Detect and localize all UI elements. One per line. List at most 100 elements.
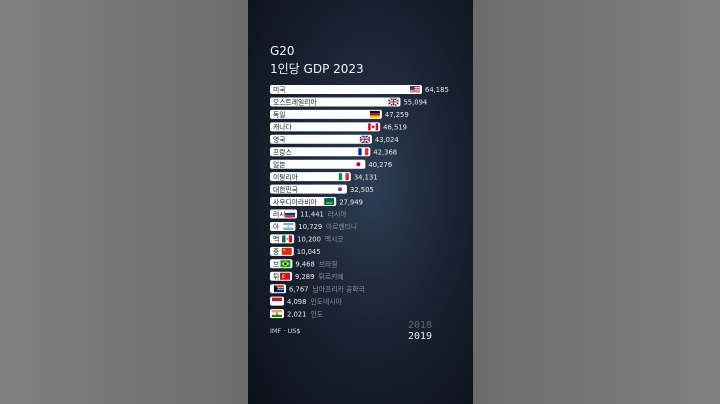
bar-label: 튀 (273, 273, 279, 281)
bar-label: 오스트레일리아 (273, 98, 318, 107)
value-label: 2,021 (287, 310, 306, 318)
bar (270, 172, 351, 182)
value-label: 4,098 (287, 298, 306, 306)
value-label: 32,505 (350, 186, 374, 194)
bar (270, 197, 337, 207)
value-label: 27,949 (339, 198, 363, 206)
value-label: 42,368 (373, 148, 397, 156)
bar-row: 미국 64,185 (270, 85, 449, 94)
flag-br-icon (280, 260, 291, 268)
country-label: 인도네시아 (311, 297, 343, 306)
flag-tr-icon (279, 272, 290, 280)
flag-gb-icon (359, 135, 371, 144)
chart-title: G20 (270, 44, 295, 58)
bar-row: 브 9,468 브라질 (270, 259, 338, 269)
bar-row: 중 10,045 (270, 246, 321, 256)
previous-year-label: 2018 (408, 320, 433, 331)
bar-row: 4,098 인도네시아 (270, 296, 343, 306)
bar-row: 독일 47,259 (270, 109, 409, 119)
value-label: 11,441 (300, 211, 324, 219)
value-label: 10,200 (297, 236, 321, 244)
bar (270, 134, 372, 144)
bar-row: 사우디아라비아 27,949 (270, 197, 363, 206)
bar-label: 멕 (273, 235, 279, 244)
value-label: 55,094 (403, 99, 427, 107)
value-label: 9,289 (295, 273, 314, 281)
bar-row: 대한민국 32,505 (270, 184, 374, 194)
flag-us-icon (410, 86, 420, 93)
bar-label: 이탈리아 (273, 172, 299, 181)
flag-jp-icon (353, 160, 364, 168)
flag-au-icon (388, 97, 399, 106)
flag-kr-icon (334, 185, 345, 193)
bar-row: 이탈리아 34,131 (270, 172, 378, 181)
bar-row: 멕 10,200 멕시코 (270, 234, 344, 244)
data-source: IMF · US$ (270, 327, 301, 335)
bar-label: 브 (273, 261, 279, 269)
bar-label: 사우디아라비아 (273, 197, 318, 206)
bar-label: 러시 (273, 210, 286, 219)
flag-fr-icon (358, 148, 369, 156)
flag-sa-icon (324, 198, 335, 206)
value-label: 46,519 (383, 124, 407, 132)
flag-cn-icon (281, 247, 292, 255)
flag-id-icon (272, 297, 282, 305)
country-label: 남아프리카 공화국 (313, 284, 365, 293)
country-label: 브라질 (319, 260, 338, 269)
value-label: 64,185 (425, 86, 449, 94)
bar-row: 영국 43,024 (270, 134, 399, 144)
flag-ar-icon (283, 222, 294, 230)
country-label: 인도 (311, 309, 324, 318)
country-label: 튀르키예 (318, 272, 343, 281)
bar-row: 아 10,729 아르헨티나 (270, 221, 358, 231)
value-label: 10,045 (297, 248, 321, 256)
flag-mx-icon (282, 235, 293, 243)
bar (270, 85, 422, 94)
bar (270, 97, 401, 107)
chart-subtitle: 1인당 GDP 2023 (270, 62, 364, 76)
bar-label: 미국 (273, 85, 286, 94)
value-label: 6,767 (289, 285, 308, 293)
flag-ru-icon (285, 210, 296, 218)
value-label: 34,131 (354, 173, 378, 181)
bar-label: 독일 (273, 110, 286, 119)
value-label: 47,259 (385, 111, 409, 119)
video-frame: G20 1인당 GDP 2023 미국 64,185 오스트레일리아 55,094 독일… (248, 0, 473, 404)
value-label: 9,468 (295, 261, 314, 269)
flag-de-icon (369, 110, 380, 118)
bar (270, 109, 382, 119)
current-year-label: 2019 (408, 331, 433, 342)
bar-row: 캐나다 46,519 (270, 122, 407, 132)
right-backdrop (473, 0, 720, 404)
flag-za-icon (274, 285, 285, 293)
left-backdrop (0, 0, 248, 404)
bar-row: 프랑스 42,368 (270, 147, 397, 156)
value-label: 40,276 (368, 161, 392, 169)
flag-ca-icon (368, 123, 379, 131)
value-label: 43,024 (375, 136, 399, 144)
bar (270, 122, 381, 132)
bar-row: 2,021 인도 (270, 309, 323, 318)
bar-chart: 미국 64,185 오스트레일리아 55,094 독일 47,259 캐나다 46,519 영국… (270, 85, 449, 318)
bar-row: 러시 11,441 러시아 (270, 209, 348, 219)
flag-it-icon (338, 173, 349, 181)
bar (270, 184, 347, 194)
country-label: 러시아 (328, 210, 348, 219)
bar (270, 159, 366, 169)
bar-label: 대한민국 (273, 185, 298, 194)
bar-label: 프랑스 (273, 148, 292, 156)
country-label: 멕시코 (325, 235, 344, 244)
bar-row: 일본 40,276 (270, 159, 392, 169)
value-label: 10,729 (298, 223, 322, 231)
bar-row: 6,767 남아프리카 공화국 (270, 284, 365, 293)
flag-in-icon (272, 310, 282, 318)
bar-label: 영국 (273, 135, 286, 144)
bar-row: 튀 9,289 튀르키예 (270, 271, 344, 281)
bar (270, 147, 371, 157)
bar-label: 일본 (273, 160, 286, 169)
country-label: 아르헨티나 (326, 222, 358, 231)
bar-label: 캐나다 (273, 123, 293, 132)
bar-label: 중 (273, 248, 279, 256)
bar-label: 아 (273, 222, 280, 231)
bar-row: 오스트레일리아 55,094 (270, 97, 427, 107)
